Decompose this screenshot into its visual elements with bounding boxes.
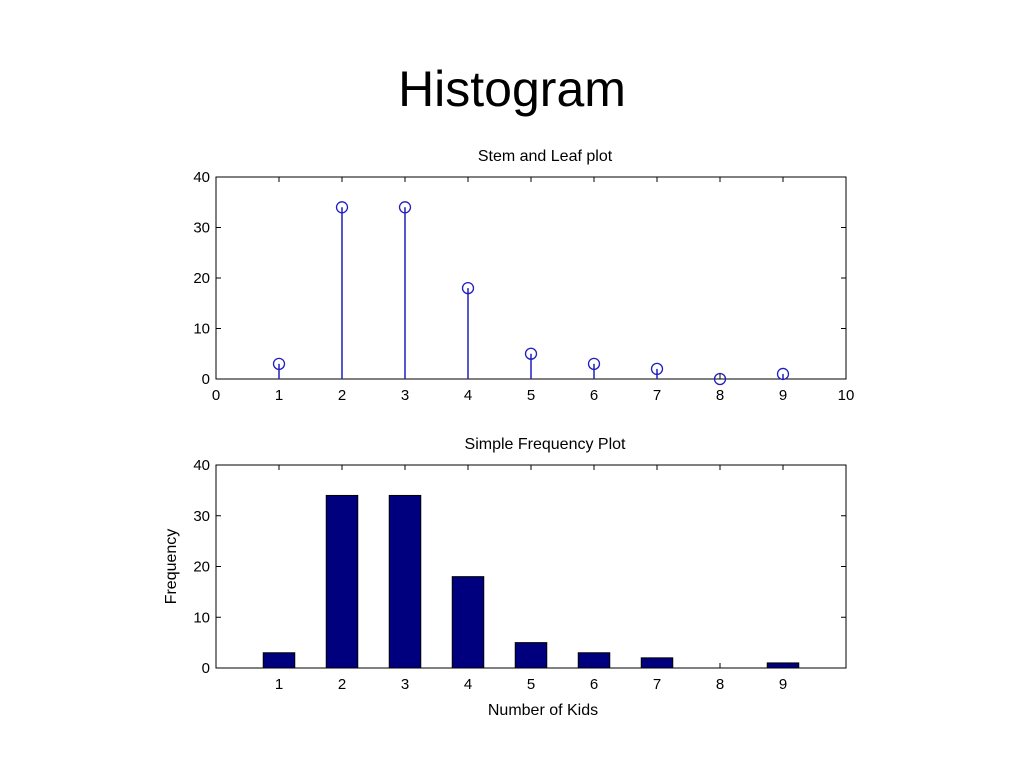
x-tick-label: 5 bbox=[527, 676, 535, 693]
y-tick-label: 20 bbox=[193, 270, 210, 287]
bar bbox=[766, 662, 800, 669]
bar bbox=[388, 494, 422, 669]
plot-title: Stem and Leaf plot bbox=[478, 148, 613, 165]
y-tick-label: 20 bbox=[193, 559, 210, 576]
y-tick-label: 10 bbox=[193, 321, 210, 338]
y-tick-label: 0 bbox=[202, 371, 210, 388]
y-tick-label: 40 bbox=[193, 169, 210, 186]
y-tick-label: 0 bbox=[202, 660, 210, 677]
stem-marker bbox=[524, 347, 538, 360]
plot-frame bbox=[215, 464, 847, 669]
x-tick-label: 0 bbox=[212, 387, 220, 404]
x-tick-label: 1 bbox=[275, 387, 283, 404]
stem-plot: 0 10 20 30 40 0 1 2 3 4 5 6 7 8 9 10 Stem and Leaf plot bbox=[193, 148, 854, 404]
x-tick-label: 8 bbox=[716, 387, 724, 404]
x-tick-label: 10 bbox=[838, 387, 855, 404]
stem-marker bbox=[461, 281, 475, 295]
x-tick-label: 3 bbox=[401, 387, 409, 404]
x-tick-label: 6 bbox=[590, 676, 598, 693]
y-tick-label: 30 bbox=[193, 220, 210, 237]
x-tick-label: 4 bbox=[464, 676, 472, 693]
plot-title: Simple Frequency Plot bbox=[465, 436, 627, 453]
bar bbox=[325, 494, 359, 669]
x-tick-label: 9 bbox=[779, 676, 787, 693]
x-axis-label: Number of Kids bbox=[488, 702, 598, 719]
x-tick-label: 3 bbox=[401, 676, 409, 693]
y-tick-label: 10 bbox=[193, 609, 210, 626]
x-tick-label: 1 bbox=[275, 676, 283, 693]
stem-marker bbox=[587, 357, 601, 371]
bar bbox=[262, 652, 296, 669]
y-axis-label: Frequency bbox=[163, 529, 180, 605]
y-tick-label: 30 bbox=[193, 508, 210, 525]
x-tick-label: 2 bbox=[338, 387, 346, 404]
bar bbox=[451, 576, 485, 669]
x-tick-label: 8 bbox=[716, 676, 724, 693]
x-tick-label: 9 bbox=[779, 387, 787, 404]
frequency-bar-plot: 0 10 20 30 40 1 2 3 4 5 6 7 8 9 Simple Frequency Plot N… bbox=[163, 436, 847, 719]
stem-marker bbox=[776, 367, 790, 381]
stem-marker bbox=[650, 362, 664, 376]
bar bbox=[640, 657, 674, 669]
stem-marker bbox=[713, 372, 727, 386]
bar bbox=[514, 642, 548, 669]
slide-title: Histogram bbox=[398, 61, 626, 117]
x-tick-label: 4 bbox=[464, 387, 472, 404]
x-tick-label: 6 bbox=[590, 387, 598, 404]
stem-marker bbox=[272, 357, 286, 371]
x-tick-label: 7 bbox=[653, 387, 661, 404]
y-tick-label: 40 bbox=[193, 457, 210, 474]
stem-marker bbox=[398, 201, 412, 214]
x-tick-label: 5 bbox=[527, 387, 535, 404]
x-tick-label: 2 bbox=[338, 676, 346, 693]
x-tick-label: 7 bbox=[653, 676, 661, 693]
bar bbox=[577, 652, 611, 669]
stem-marker bbox=[335, 201, 349, 214]
